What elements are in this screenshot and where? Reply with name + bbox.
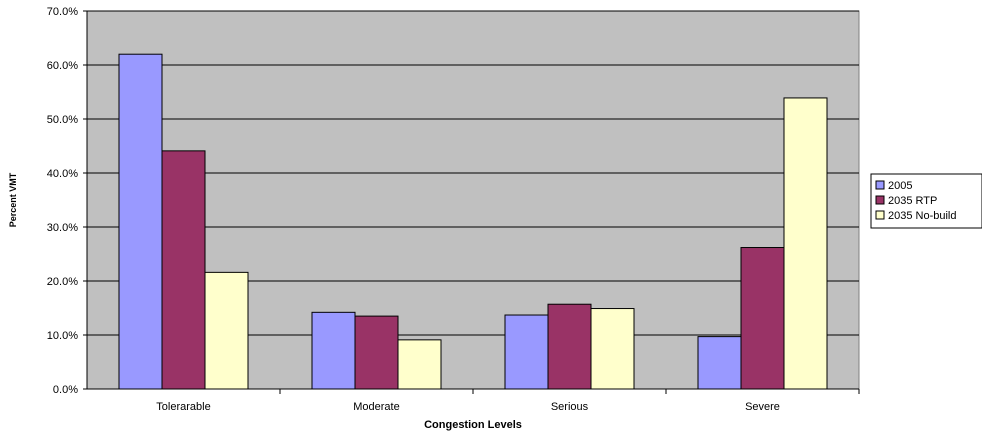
y-tick-label: 70.0% — [47, 6, 78, 18]
bar-2035-no-build-tolerarable — [204, 271, 249, 390]
legend-label: 2035 No-build — [888, 210, 957, 222]
x-tick-label: Serious — [551, 401, 589, 413]
x-tick-labels: Tolerarable Moderate Serious Severe — [156, 401, 780, 413]
bar-2005-tolerarable — [118, 53, 163, 390]
y-axis-title: Percent VMT — [8, 172, 18, 227]
bar-2035-no-build-moderate — [397, 339, 442, 390]
x-axis-title: Congestion Levels — [424, 419, 522, 431]
legend-box — [870, 173, 982, 229]
bar-2005-moderate — [311, 311, 356, 390]
axes — [83, 10, 860, 394]
y-tick-label: 40.0% — [47, 168, 78, 180]
legend-label: 2005 — [888, 180, 912, 192]
x-tick-label: Tolerarable — [156, 401, 210, 413]
legend-swatch — [875, 180, 885, 190]
legend-label: 2035 RTP — [888, 195, 937, 207]
bar-2005-serious — [504, 314, 549, 390]
y-tick-label: 20.0% — [47, 276, 78, 288]
bar-2035-no-build-severe — [783, 97, 828, 390]
bar-2035-rtp-severe — [740, 247, 785, 390]
bar-2035-rtp-serious — [547, 303, 592, 390]
bar-2035-rtp-tolerarable — [161, 150, 206, 390]
y-tick-label: 0.0% — [53, 384, 78, 396]
bar-2035-no-build-serious — [590, 308, 635, 390]
y-tick-label: 30.0% — [47, 222, 78, 234]
y-tick-label: 60.0% — [47, 60, 78, 72]
y-tick-labels: 0.0% 10.0% 20.0% 30.0% 40.0% 50.0% 60.0% 70.0% — [47, 6, 78, 396]
legend-swatch — [875, 195, 885, 205]
x-tick-label: Moderate — [353, 401, 399, 413]
y-tick-label: 50.0% — [47, 114, 78, 126]
bar-2035-rtp-moderate — [354, 315, 399, 390]
legend-swatch — [875, 210, 885, 220]
bars — [118, 53, 828, 390]
x-tick-label: Severe — [745, 401, 780, 413]
legend: 2005 2035 RTP 2035 No-build — [870, 173, 982, 229]
y-tick-label: 10.0% — [47, 330, 78, 342]
bar-2005-severe — [697, 336, 742, 390]
